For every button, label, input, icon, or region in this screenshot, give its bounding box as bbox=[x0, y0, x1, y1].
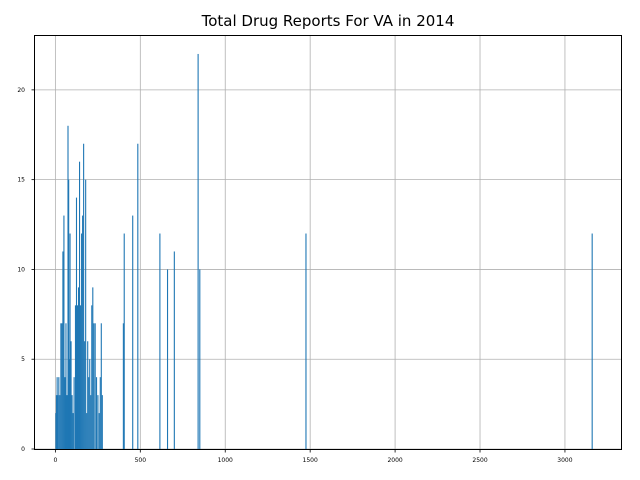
x-tick-label: 2000 bbox=[387, 457, 402, 464]
bar bbox=[132, 215, 134, 449]
bar bbox=[89, 359, 91, 449]
y-tick-label: 0 bbox=[21, 446, 25, 453]
bar bbox=[72, 413, 74, 449]
y-tick-label: 5 bbox=[21, 356, 25, 363]
y-tick-label: 15 bbox=[17, 177, 25, 184]
bar bbox=[69, 233, 71, 449]
bar bbox=[65, 323, 67, 449]
bar bbox=[85, 179, 87, 450]
bar bbox=[60, 323, 62, 449]
bar bbox=[70, 341, 72, 449]
bar bbox=[74, 305, 77, 449]
bar bbox=[67, 125, 69, 450]
bar bbox=[66, 395, 68, 449]
bar bbox=[64, 377, 66, 449]
bar bbox=[73, 377, 75, 449]
x-tick-label: 1000 bbox=[218, 457, 233, 464]
bar bbox=[56, 377, 58, 449]
bar bbox=[92, 287, 94, 449]
bar bbox=[68, 359, 70, 449]
bar bbox=[82, 215, 84, 449]
bar bbox=[57, 395, 59, 449]
bar bbox=[77, 287, 80, 449]
chart-title: Total Drug Reports For VA in 2014 bbox=[201, 12, 455, 30]
bar bbox=[84, 341, 86, 449]
bar bbox=[62, 251, 64, 449]
bar bbox=[100, 323, 102, 449]
bar bbox=[94, 323, 96, 449]
bar bbox=[55, 395, 58, 449]
bar bbox=[199, 269, 201, 449]
y-tick-label: 10 bbox=[17, 266, 25, 273]
bar bbox=[97, 395, 99, 449]
x-tick-label: 2500 bbox=[472, 457, 487, 464]
y-tick-label: 20 bbox=[17, 87, 25, 94]
bar bbox=[305, 233, 307, 449]
bar bbox=[80, 305, 82, 449]
bar bbox=[93, 323, 95, 449]
bar bbox=[76, 305, 79, 449]
bar bbox=[95, 377, 98, 449]
bar bbox=[90, 395, 92, 449]
bar bbox=[122, 323, 124, 449]
x-tick-label: 1500 bbox=[303, 457, 318, 464]
bar bbox=[197, 53, 199, 450]
bar bbox=[98, 413, 100, 449]
bar bbox=[87, 341, 89, 449]
bars bbox=[55, 53, 593, 450]
bar bbox=[58, 377, 60, 449]
bar bbox=[137, 143, 139, 449]
bar bbox=[68, 179, 70, 450]
bar bbox=[83, 143, 85, 449]
bar bbox=[123, 233, 125, 449]
bar bbox=[91, 305, 93, 449]
bar bbox=[75, 197, 78, 449]
bar bbox=[86, 413, 88, 449]
bar bbox=[166, 269, 169, 449]
bar bbox=[79, 161, 81, 449]
bar bbox=[99, 377, 101, 449]
bar bbox=[59, 395, 61, 449]
bar bbox=[63, 215, 65, 449]
plot-frame bbox=[34, 35, 622, 450]
bar bbox=[71, 395, 73, 449]
x-tick-label: 500 bbox=[135, 457, 147, 464]
x-tick-label: 3000 bbox=[557, 457, 572, 464]
bar bbox=[591, 233, 593, 449]
bar bbox=[61, 323, 63, 449]
axis-ticks: 0 500 1000 1500 2000 2500 3000 0 5 10 15 20 bbox=[17, 87, 572, 464]
bar bbox=[159, 233, 161, 449]
bar bbox=[173, 251, 175, 449]
x-tick-label: 0 bbox=[53, 457, 57, 464]
bar bbox=[101, 395, 103, 449]
bar bbox=[81, 233, 83, 449]
bar bbox=[88, 377, 90, 449]
